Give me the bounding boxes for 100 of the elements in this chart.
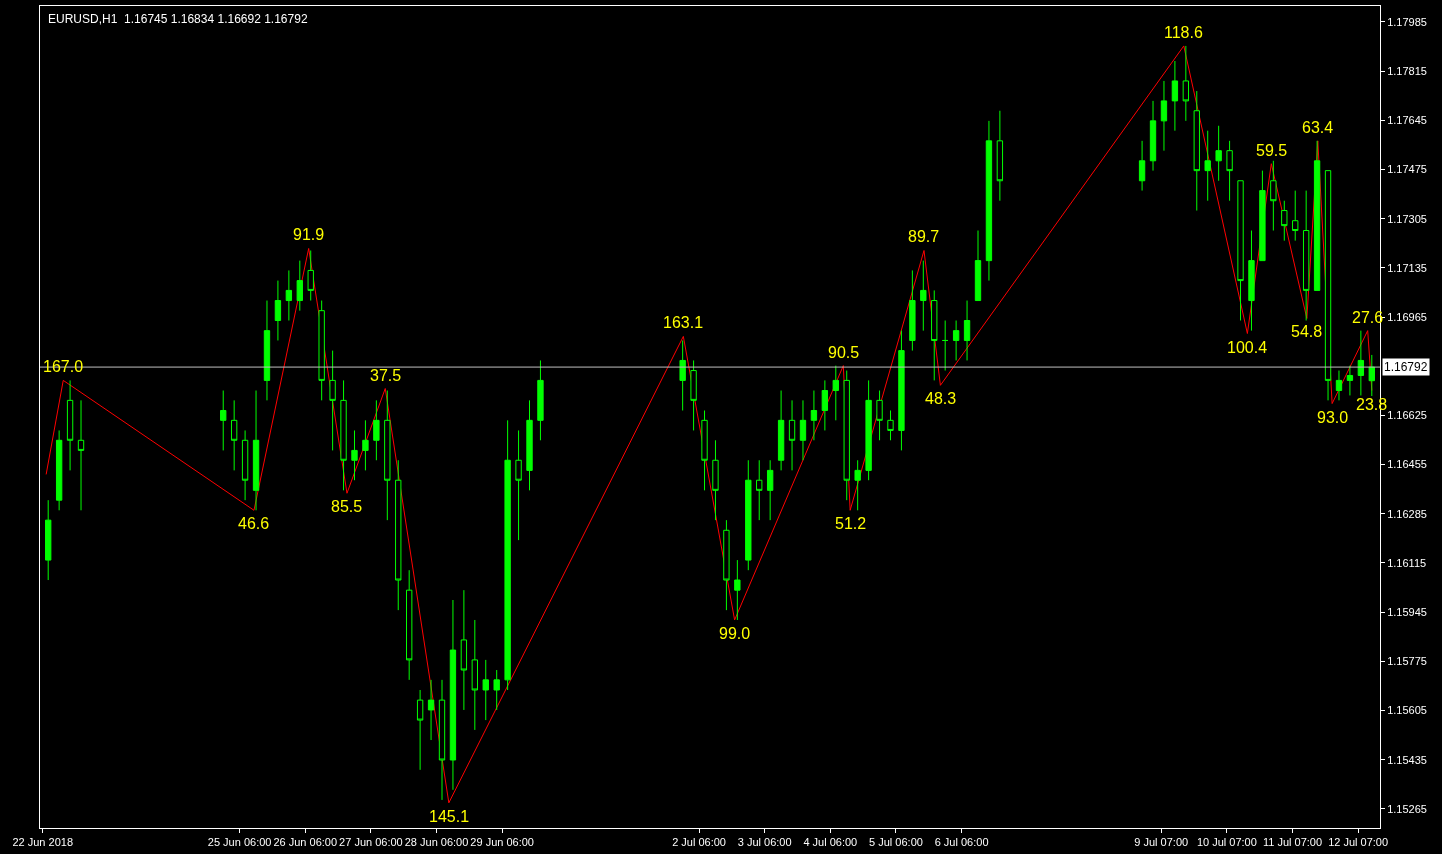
candlestick <box>318 300 325 401</box>
candlestick <box>1302 190 1310 322</box>
candlestick <box>252 390 260 511</box>
annotation: 37.5 <box>370 367 402 384</box>
annotation: 85.5 <box>331 498 363 515</box>
candlestick <box>734 559 741 621</box>
annotation: 163.1 <box>663 314 704 331</box>
y-tick-label: 1.15435 <box>1387 753 1427 766</box>
x-tick-label: 25 Jun 06:00 <box>207 836 272 849</box>
candlestick <box>920 260 927 332</box>
candlestick <box>515 429 522 541</box>
candlestick <box>1204 130 1211 202</box>
x-tick-label: 27 Jun 06:00 <box>339 836 403 849</box>
x-tick-label: 29 Jun 06:00 <box>470 836 534 849</box>
candlestick <box>416 689 424 771</box>
y-tick-label: 1.16285 <box>1387 507 1427 520</box>
text: EURUSD,H1 1.16745 1.16834 1.16692 1.16792 <box>48 11 308 26</box>
candlestick <box>832 365 839 421</box>
candlestick <box>1346 365 1354 396</box>
x-tick-label: 12 Jul 07:00 <box>1328 836 1389 849</box>
candlestick <box>373 399 380 461</box>
candlestick <box>679 339 686 411</box>
y-tick-label: 1.15265 <box>1387 802 1427 815</box>
candlestick <box>427 679 435 741</box>
candlestick <box>821 379 829 431</box>
candlestick <box>1215 125 1222 182</box>
candlestick <box>952 320 960 361</box>
y-tick-label: 1.15605 <box>1387 704 1427 717</box>
candlestick <box>1292 190 1299 242</box>
candlestick <box>340 379 347 491</box>
x-tick-label: 3 Jul 06:00 <box>737 836 792 849</box>
annotation: 91.9 <box>293 226 325 243</box>
candlestick <box>745 459 752 571</box>
candlestick <box>438 679 446 801</box>
candlestick <box>942 320 949 372</box>
candlestick <box>351 429 358 481</box>
candlestick <box>712 439 719 521</box>
candlestick <box>1270 160 1277 232</box>
annotation: 59.5 <box>1256 142 1288 159</box>
candlestick <box>45 499 52 581</box>
candlestick <box>865 379 872 481</box>
annotation: 48.3 <box>925 390 957 407</box>
candlestick <box>471 619 478 731</box>
candlestick <box>931 289 938 381</box>
y-tick-label: 1.15775 <box>1387 655 1427 668</box>
candlestick <box>241 429 249 501</box>
annotation: 63.4 <box>1302 119 1334 136</box>
x-tick-label: 5 Jul 06:00 <box>869 836 923 849</box>
y-tick-label: 1.17985 <box>1387 15 1427 28</box>
candlestick <box>887 409 894 441</box>
candlestick <box>985 120 993 282</box>
annotation: 51.2 <box>835 515 867 532</box>
y-tick-label: 1.17135 <box>1387 261 1427 274</box>
y-tick-label: 1.16625 <box>1387 409 1427 422</box>
candlestick <box>526 399 533 491</box>
candlestick <box>1226 140 1233 202</box>
candlestick <box>406 569 413 681</box>
candlestick <box>1324 170 1332 401</box>
candlestick <box>296 260 303 312</box>
candlestick <box>854 459 861 511</box>
annotation: 100.4 <box>1227 339 1268 356</box>
candlestick <box>263 300 271 401</box>
y-tick-label: 1.17645 <box>1387 114 1427 127</box>
y-tick-label: 1.17305 <box>1387 212 1427 225</box>
annotation: 99.0 <box>719 625 751 642</box>
candlestick <box>974 230 982 302</box>
candlestick <box>1313 140 1321 291</box>
candlestick <box>1259 170 1266 262</box>
x-tick-label: 11 Jul 07:00 <box>1262 836 1323 849</box>
candlestick <box>996 110 1004 202</box>
candlestick <box>395 459 402 611</box>
candlestick <box>723 519 730 611</box>
candlestick <box>756 459 763 521</box>
candlestick <box>307 249 314 302</box>
candlestick <box>1248 230 1255 332</box>
x-tick-label: 22 Jun 2018 <box>12 836 74 849</box>
annotation: 93.0 <box>1317 409 1349 426</box>
candlestick <box>1171 60 1179 132</box>
candlestick <box>230 399 238 471</box>
candlestick <box>799 399 807 461</box>
candlestick <box>690 359 697 431</box>
candlestick <box>701 409 708 491</box>
y-tick-label: 1.16115 <box>1387 556 1427 569</box>
candlestick <box>1193 90 1200 212</box>
annotation: 90.5 <box>828 344 860 361</box>
candlestick <box>77 399 85 511</box>
candlestick <box>493 669 500 711</box>
candlestick <box>898 330 905 451</box>
candlestick <box>274 280 282 341</box>
candlestick <box>1160 80 1168 152</box>
candlestick <box>482 659 489 721</box>
x-tick-label: 6 Jul 06:00 <box>934 836 989 849</box>
candlestick <box>362 419 369 471</box>
candlestick <box>460 589 468 711</box>
y-tick-label: 1.16965 <box>1387 310 1427 323</box>
x-tick-label: 2 Jul 06:00 <box>672 836 726 849</box>
annotation: 145.1 <box>429 808 470 825</box>
candlestick <box>1281 200 1288 242</box>
candlestick <box>55 429 63 511</box>
x-tick-label: 28 Jun 06:00 <box>404 836 469 849</box>
